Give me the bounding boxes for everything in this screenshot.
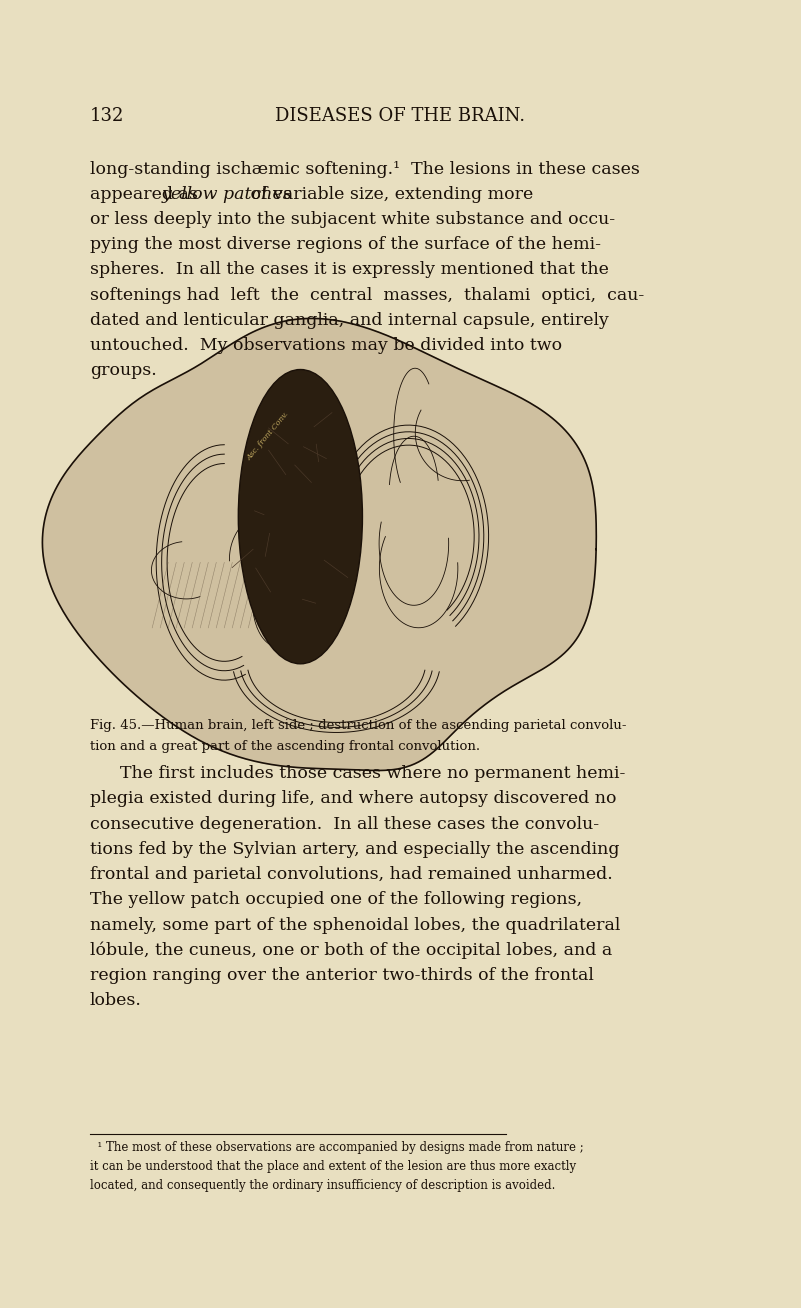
Text: lobes.: lobes. <box>90 993 142 1010</box>
Text: long-standing ischæmic softening.¹  The lesions in these cases: long-standing ischæmic softening.¹ The l… <box>90 161 639 178</box>
Text: tions fed by the Sylvian artery, and especially the ascending: tions fed by the Sylvian artery, and esp… <box>90 841 619 858</box>
Ellipse shape <box>101 331 556 768</box>
Text: ¹ The most of these observations are accompanied by designs made from nature ;: ¹ The most of these observations are acc… <box>90 1141 583 1154</box>
Text: softenings had  left  the  central  masses,  thalami  optici,  cau-: softenings had left the central masses, … <box>90 286 644 303</box>
Text: dated and lenticular ganglia, and internal capsule, entirely: dated and lenticular ganglia, and intern… <box>90 313 609 328</box>
Text: pying the most diverse regions of the surface of the hemi-: pying the most diverse regions of the su… <box>90 237 601 254</box>
Text: spheres.  In all the cases it is expressly mentioned that the: spheres. In all the cases it is expressl… <box>90 262 609 279</box>
Text: it can be understood that the place and extent of the lesion are thus more exact: it can be understood that the place and … <box>90 1160 576 1173</box>
Text: 132: 132 <box>90 107 124 126</box>
Polygon shape <box>42 318 596 770</box>
Text: region ranging over the anterior two-thirds of the frontal: region ranging over the anterior two-thi… <box>90 967 594 984</box>
Text: of variable size, extending more: of variable size, extending more <box>245 186 533 203</box>
Text: Asc. front Conv.: Asc. front Conv. <box>246 411 291 463</box>
Text: located, and consequently the ordinary insufficiency of description is avoided.: located, and consequently the ordinary i… <box>90 1180 555 1193</box>
Text: consecutive degeneration.  In all these cases the convolu-: consecutive degeneration. In all these c… <box>90 816 599 833</box>
Text: The first includes those cases where no permanent hemi-: The first includes those cases where no … <box>120 765 626 782</box>
Text: or less deeply into the subjacent white substance and occu-: or less deeply into the subjacent white … <box>90 211 615 228</box>
Text: appeared as: appeared as <box>90 186 203 203</box>
Ellipse shape <box>239 369 362 663</box>
Text: groups.: groups. <box>90 362 156 379</box>
Text: yellow patches: yellow patches <box>162 186 292 203</box>
Text: untouched.  My observations may be divided into two: untouched. My observations may be divide… <box>90 337 562 354</box>
Text: plegia existed during life, and where autopsy discovered no: plegia existed during life, and where au… <box>90 790 616 807</box>
Text: The yellow patch occupied one of the following regions,: The yellow patch occupied one of the fol… <box>90 892 582 908</box>
Text: namely, some part of the sphenoidal lobes, the quadrilateral: namely, some part of the sphenoidal lobe… <box>90 917 620 934</box>
Text: lóbule, the cuneus, one or both of the occipital lobes, and a: lóbule, the cuneus, one or both of the o… <box>90 942 612 959</box>
Text: DISEASES OF THE BRAIN.: DISEASES OF THE BRAIN. <box>276 107 525 126</box>
Text: Fig. 45.—Human brain, left side ; destruction of the ascending parietal convolu-: Fig. 45.—Human brain, left side ; destru… <box>90 719 626 732</box>
Text: tion and a great part of the ascending frontal convolution.: tion and a great part of the ascending f… <box>90 740 480 752</box>
Text: frontal and parietal convolutions, had remained unharmed.: frontal and parietal convolutions, had r… <box>90 866 613 883</box>
